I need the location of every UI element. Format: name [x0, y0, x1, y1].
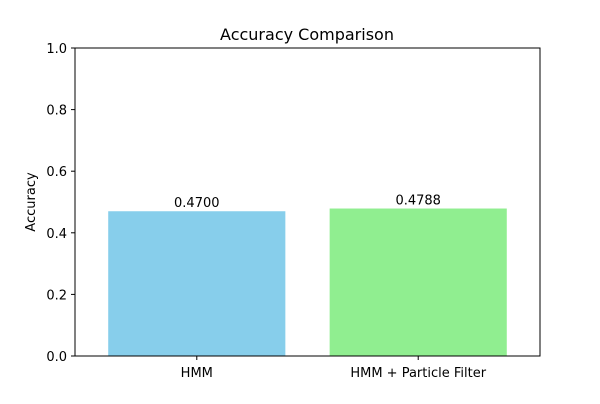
axes-frame	[74, 47, 541, 357]
bar-1	[329, 208, 507, 356]
bar-0	[108, 211, 286, 356]
y-tick-label-4: 0.8	[46, 104, 67, 119]
x-tick-label-1: HMM + Particle Filter	[350, 366, 486, 381]
x-tick-label-0: HMM	[181, 366, 213, 381]
y-tick-label-3: 0.6	[46, 165, 67, 180]
chart-title: Accuracy Comparison	[220, 25, 394, 44]
y-tick-label-2: 0.4	[46, 227, 67, 242]
data-label-1: 0.4788	[395, 194, 441, 209]
y-tick-label-1: 0.2	[46, 288, 67, 303]
y-tick-label-0: 0.0	[46, 350, 67, 365]
plot-area: 0.4700 HMM 0.4788 HMM + Particle Filter 0.0 0…	[46, 42, 541, 381]
y-axis-label: Accuracy	[24, 172, 39, 232]
y-tick-label-5: 1.0	[46, 42, 67, 57]
data-label-0: 0.4700	[174, 196, 220, 211]
